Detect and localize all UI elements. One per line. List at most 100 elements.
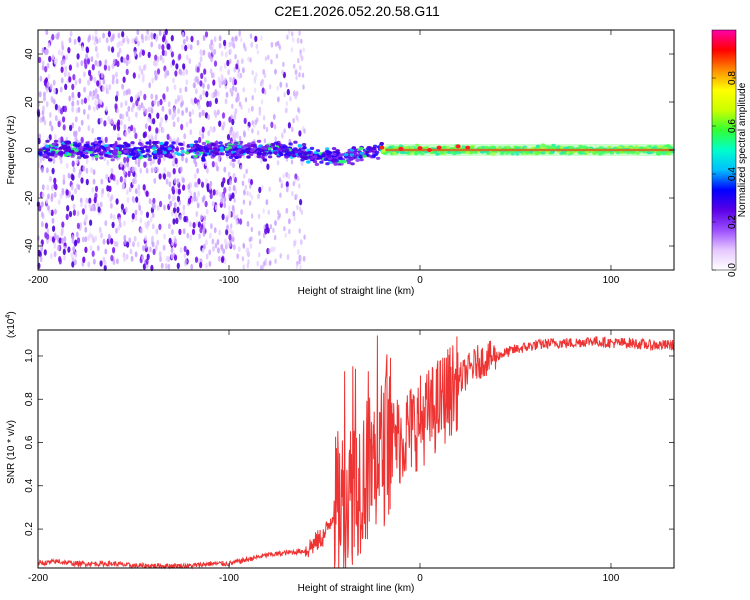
spectrogram-point	[60, 50, 64, 57]
spectrogram-point	[249, 57, 252, 63]
spectrogram-point	[117, 151, 122, 155]
spectrogram-point	[111, 46, 115, 53]
spectrogram-point	[260, 265, 263, 271]
spectrogram-point	[379, 142, 384, 146]
spectrogram-point	[333, 162, 338, 166]
spectrogram-point	[87, 261, 91, 268]
snr-x-tick-label: -200	[28, 573, 48, 584]
spectrogram-point	[200, 50, 203, 57]
spectrogram-point	[85, 167, 89, 174]
spectrogram-point	[87, 125, 91, 132]
spectrogram-point	[72, 166, 76, 173]
spectrogram-point	[288, 218, 291, 225]
spectrogram-point	[221, 193, 225, 200]
spectrogram-point	[342, 159, 347, 164]
spectrogram-point	[126, 156, 130, 163]
spectrogram-point	[207, 51, 211, 58]
spectrogram-point	[213, 48, 217, 55]
spectrogram-point	[151, 212, 155, 219]
spectrogram-point	[214, 91, 218, 97]
spectrogram-point	[91, 187, 95, 193]
spectrogram-point	[161, 127, 165, 134]
spectrogram-point	[223, 187, 227, 194]
spectrogram-point	[297, 176, 300, 182]
spectrogram-point	[44, 66, 48, 73]
spectrogram-point	[72, 74, 76, 81]
spectrogram-point	[283, 145, 288, 149]
spectrogram-point	[138, 51, 142, 58]
colorbar-tick-label: 0.0	[727, 263, 738, 277]
spectrogram-point	[131, 156, 137, 160]
spectrogram-point	[66, 205, 70, 212]
spectrogram-point	[176, 152, 182, 156]
spectrogram-point	[171, 141, 176, 145]
spectrogram-point	[184, 44, 188, 52]
spectrogram-point	[244, 184, 247, 190]
spectrogram-point	[287, 122, 291, 129]
spectrogram-point	[48, 158, 53, 162]
spectrogram-point	[150, 32, 154, 39]
spectrogram-point	[211, 127, 215, 134]
spectrogram-point	[103, 264, 107, 272]
spectrogram-point	[237, 246, 241, 253]
spectrogram-point	[241, 180, 245, 186]
spectrogram-point	[41, 116, 45, 123]
spectrogram-point	[199, 80, 203, 87]
spectrogram-point	[89, 219, 93, 226]
spectrogram-point	[159, 98, 163, 106]
spectrogram-point	[269, 84, 272, 90]
spectrogram-point	[270, 41, 274, 48]
spectrogram-point	[130, 124, 134, 132]
spectrogram-y-tick-label: 20	[24, 96, 35, 108]
spectrogram-point	[182, 38, 186, 45]
spectrogram-point	[204, 31, 209, 38]
spectrogram-point	[279, 81, 283, 88]
spectrogram-point	[197, 178, 201, 185]
spectrogram-point	[290, 159, 294, 165]
spectrogram-point	[41, 192, 45, 199]
spectrogram-point	[257, 193, 260, 200]
spectrogram-point	[243, 189, 246, 196]
spectrogram-point	[525, 151, 530, 155]
spectrogram-point	[70, 252, 74, 259]
spectrogram-point	[260, 146, 266, 150]
snr-y-tick-label: 0.2	[24, 522, 35, 536]
spectrogram-point	[227, 152, 232, 156]
spectrogram-point	[98, 37, 102, 44]
spectrogram-point	[120, 203, 124, 210]
spectrogram-point	[168, 193, 171, 200]
spectrogram-point	[53, 182, 57, 189]
spectrogram-point	[249, 243, 253, 249]
spectrogram-point	[153, 177, 157, 184]
spectrogram-point	[287, 173, 291, 180]
spectrogram-point	[78, 126, 81, 132]
spectrogram-point	[84, 151, 89, 155]
spectrogram-point	[249, 183, 252, 189]
spectrogram-point	[151, 100, 155, 107]
spectrogram-point	[282, 173, 285, 179]
spectrogram-point	[273, 141, 279, 145]
spectrogram-point	[247, 56, 250, 62]
spectrogram-point	[60, 77, 64, 84]
spectrogram-point	[170, 51, 174, 58]
spectrogram-point	[173, 84, 177, 91]
spectrogram-point	[173, 254, 178, 261]
spectrogram-point	[179, 142, 184, 147]
spectrogram-point	[229, 87, 232, 93]
spectrogram-point	[37, 111, 41, 118]
spectrogram-point	[44, 222, 49, 229]
spectrogram-point	[229, 161, 233, 167]
spectrogram-point	[189, 221, 192, 228]
spectrogram-point	[268, 151, 273, 155]
spectrogram-point	[162, 93, 166, 100]
snr-x-tick-label: 100	[603, 573, 620, 584]
spectrogram-point	[221, 213, 225, 220]
spectrogram-point	[102, 32, 105, 39]
spectrogram-point	[57, 105, 61, 111]
spectrogram-point	[68, 37, 72, 44]
spectrogram-point	[132, 197, 136, 204]
spectrogram-point	[63, 105, 68, 113]
spectrogram-point	[81, 208, 85, 215]
colorbar-tick-label: 0.6	[727, 119, 738, 133]
